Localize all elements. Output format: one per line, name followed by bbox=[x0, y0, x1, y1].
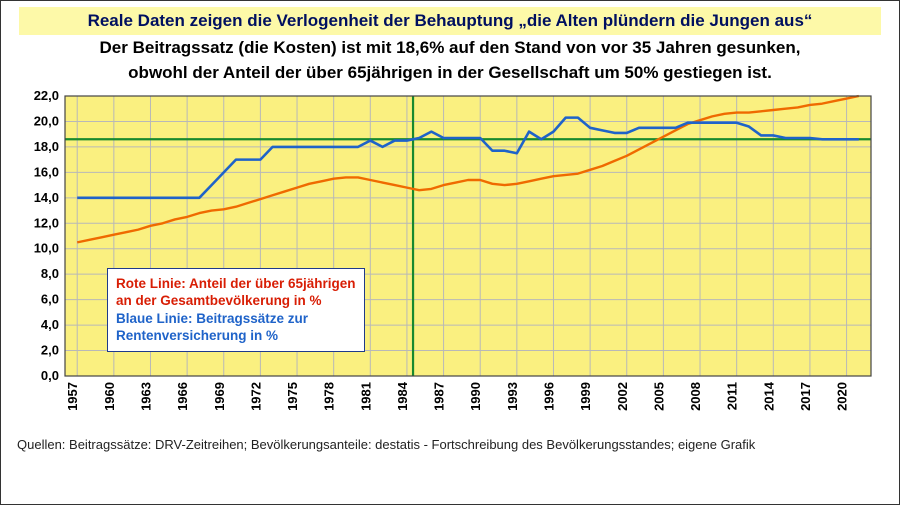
x-tick-label: 2020 bbox=[835, 382, 850, 411]
subtitle-line-1: Der Beitragssatz (die Kosten) ist mit 18… bbox=[19, 37, 881, 58]
x-tick-label: 1975 bbox=[285, 382, 300, 411]
y-tick-label: 10,0 bbox=[34, 240, 59, 255]
x-tick-label: 1996 bbox=[541, 382, 556, 411]
subtitle-line-2: obwohl der Anteil der über 65jährigen in… bbox=[19, 62, 881, 83]
legend-blue-line-2: Rentenversicherung in % bbox=[116, 327, 356, 345]
sources-text: Quellen: Beitragssätze: DRV-Zeitreihen; … bbox=[17, 437, 883, 452]
x-tick-label: 1966 bbox=[175, 382, 190, 411]
y-tick-label: 14,0 bbox=[34, 189, 59, 204]
x-tick-label: 1987 bbox=[432, 382, 447, 411]
x-tick-label: 2005 bbox=[651, 382, 666, 411]
x-tick-label: 1990 bbox=[468, 382, 483, 411]
chart-svg: 0,0 2,0 4,0 6,0 8,0 10,0 12,0 14,0 16,0 18,0 20,0 2… bbox=[17, 88, 883, 428]
legend-box: Rote Linie: Anteil der über 65jährigen a… bbox=[107, 268, 365, 352]
x-tick-label: 2014 bbox=[761, 381, 776, 411]
legend-red-line-2: an der Gesamtbevölkerung in % bbox=[116, 292, 356, 310]
y-tick-label: 12,0 bbox=[34, 215, 59, 230]
x-tick-label: 1981 bbox=[358, 382, 373, 411]
x-tick-label: 1999 bbox=[578, 382, 593, 411]
legend-blue-line-1: Blaue Linie: Beitragssätze zur bbox=[116, 310, 356, 328]
y-tick-label: 16,0 bbox=[34, 164, 59, 179]
x-tick-label: 1978 bbox=[322, 382, 337, 411]
y-tick-label: 8,0 bbox=[41, 266, 59, 281]
x-tick-label: 1957 bbox=[65, 382, 80, 411]
x-tick-label: 2011 bbox=[725, 382, 740, 410]
x-tick-label: 2017 bbox=[798, 382, 813, 411]
x-tick-label: 1969 bbox=[212, 382, 227, 411]
y-tick-label: 0,0 bbox=[41, 368, 59, 383]
x-tick-label: 2002 bbox=[615, 382, 630, 411]
x-tick-label: 2008 bbox=[688, 382, 703, 411]
x-tick-label: 1963 bbox=[138, 382, 153, 411]
y-tick-label: 6,0 bbox=[41, 291, 59, 306]
x-tick-label: 1972 bbox=[248, 382, 263, 411]
main-title: Reale Daten zeigen die Verlogenheit der … bbox=[19, 7, 881, 35]
y-tick-label: 20,0 bbox=[34, 113, 59, 128]
x-tick-label: 1984 bbox=[395, 381, 410, 411]
figure-container: Reale Daten zeigen die Verlogenheit der … bbox=[0, 0, 900, 505]
legend-red-line-1: Rote Linie: Anteil der über 65jährigen bbox=[116, 275, 356, 293]
x-tick-label: 1993 bbox=[505, 382, 520, 411]
chart-area: 0,0 2,0 4,0 6,0 8,0 10,0 12,0 14,0 16,0 18,0 20,0 2… bbox=[17, 88, 883, 433]
y-tick-label: 18,0 bbox=[34, 138, 59, 153]
x-tick-label: 1960 bbox=[102, 382, 117, 411]
y-tick-label: 2,0 bbox=[41, 342, 59, 357]
y-tick-label: 4,0 bbox=[41, 317, 59, 332]
y-tick-label: 22,0 bbox=[34, 88, 59, 103]
